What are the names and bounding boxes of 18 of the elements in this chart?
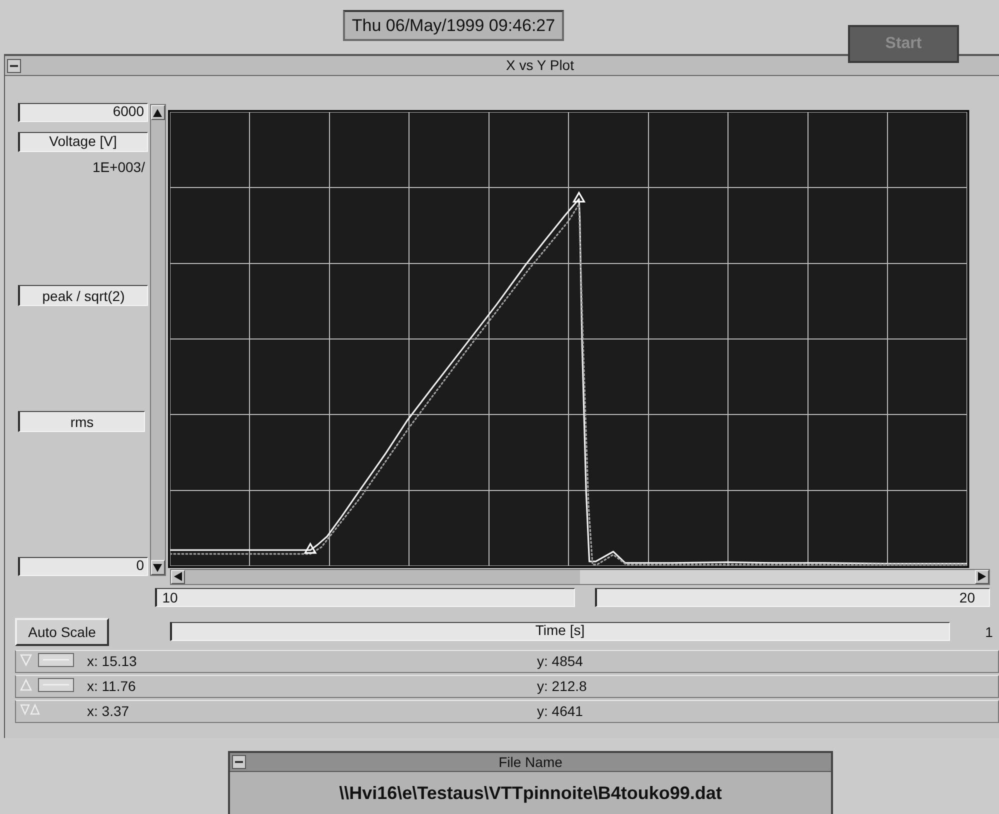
panel: x: 3.37 y: 4641 — [15, 700, 999, 723]
y-tick-label: 6000 — [112, 102, 144, 119]
title-bar: File Name — [230, 753, 831, 772]
x-tick-label: 10 — [162, 589, 178, 606]
text-field: peak / sqrt(2) — [18, 285, 148, 306]
text: \\Hvi16\e\Testaus\VTTpinnoite\B4touko99.dat — [339, 782, 722, 804]
text-field: rms — [18, 411, 145, 432]
y-tick-label: 0 — [136, 556, 144, 573]
x-axis-title: Time [s] — [535, 622, 585, 638]
y-axis-title: Voltage [V] — [49, 132, 117, 149]
x-tick-label: 20 — [959, 589, 976, 606]
text-field: Thu 06/May/1999 09:46:27 — [343, 10, 564, 41]
panel: x: 11.76 y: 212.8 — [15, 675, 999, 698]
text: 1E+003/ — [92, 159, 145, 175]
text: 1 — [985, 624, 993, 640]
button: Auto Scale — [15, 618, 109, 646]
chart-title: X vs Y Plot — [506, 56, 574, 73]
panel: x: 15.13 y: 4854 — [15, 650, 999, 673]
